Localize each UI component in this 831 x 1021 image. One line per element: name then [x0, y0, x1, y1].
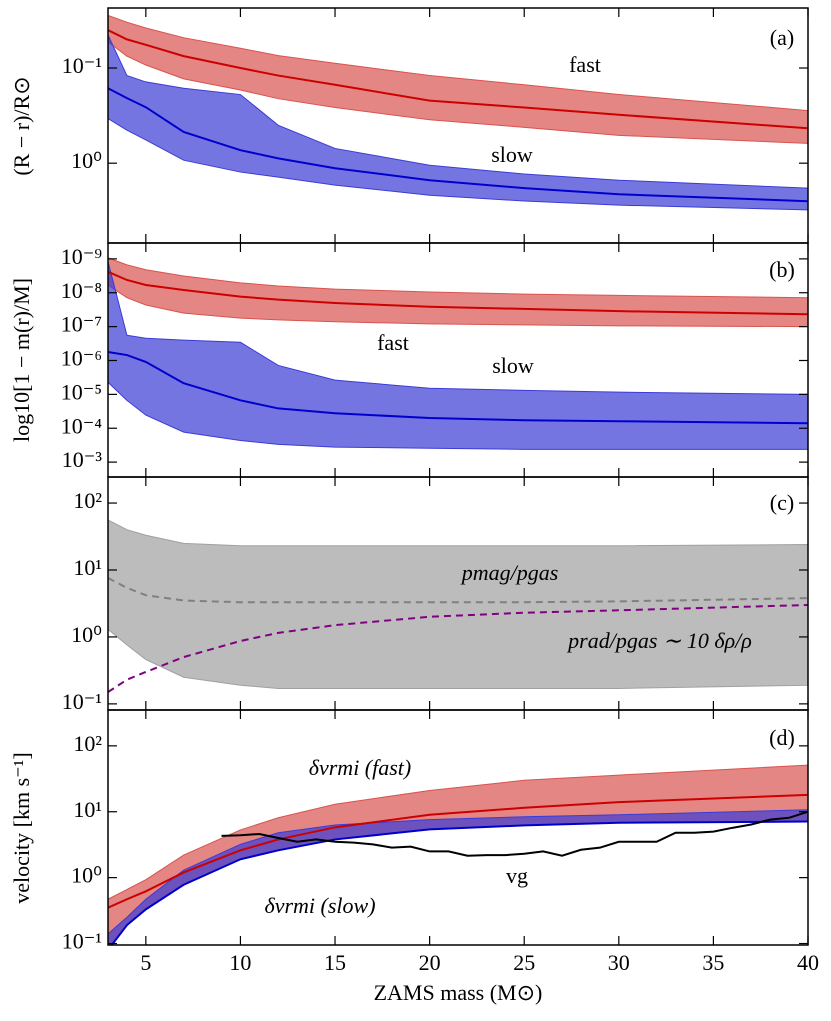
- y-tick-label: 10¹: [73, 797, 102, 822]
- panel-label: (c): [770, 490, 794, 515]
- y-tick-label: 10¹: [73, 555, 102, 580]
- x-tick-label: 15: [324, 950, 346, 975]
- series-label: δvrmi (fast): [309, 755, 412, 780]
- series-line: [108, 87, 808, 203]
- band: [108, 809, 808, 945]
- band: [108, 261, 808, 450]
- panel-label: (b): [769, 257, 795, 282]
- plot-area: [108, 14, 808, 211]
- y-tick-label: 10⁻⁹: [61, 244, 103, 269]
- series-label: δvrmi (slow): [264, 893, 375, 918]
- band: [108, 519, 808, 689]
- series-line: [221, 810, 808, 857]
- series-line: [108, 793, 808, 909]
- y-tick-label: 10⁻⁵: [61, 379, 102, 404]
- y-tick-label: 10⁻⁶: [61, 346, 102, 371]
- y-tick-label: 10⁰: [71, 622, 102, 647]
- x-tick-label: 40: [797, 950, 819, 975]
- series-line: [108, 270, 808, 316]
- series-label: prad/pgas ∼ 10 δρ/ρ: [566, 628, 752, 653]
- y-tick-label: 10⁻³: [62, 447, 103, 472]
- panel-label: (a): [770, 25, 794, 50]
- y-tick-label: 10²: [73, 731, 102, 756]
- y-tick-label: 10⁻⁸: [61, 278, 102, 303]
- x-tick-label: 25: [513, 950, 535, 975]
- x-tick-label: 5: [140, 950, 151, 975]
- series-line: [108, 350, 808, 425]
- y-tick-label: 10²: [73, 488, 102, 513]
- series-line: [110, 820, 808, 945]
- x-tick-label: 10: [229, 950, 251, 975]
- band: [108, 14, 808, 144]
- series-label: pmag/pgas: [460, 560, 559, 585]
- series-line: [108, 29, 808, 130]
- band: [108, 257, 808, 328]
- y-tick-label: 10⁻¹: [62, 689, 102, 714]
- y-tick-label: 10⁻⁷: [61, 312, 102, 337]
- y-axis-label: velocity [km s⁻¹]: [9, 752, 34, 903]
- x-axis-label: ZAMS mass (M⊙): [374, 980, 543, 1005]
- plot-area: [108, 257, 808, 450]
- series-label: vg: [506, 863, 528, 888]
- y-tick-label: 10⁻⁴: [61, 413, 103, 438]
- series-line: [108, 577, 808, 604]
- series-label: fast: [569, 52, 601, 77]
- series-label: slow: [491, 142, 533, 167]
- y-tick-label: 10⁻¹: [62, 929, 102, 954]
- y-axis-label: (R − r)/R⊙: [9, 76, 34, 175]
- plot-area: [108, 519, 808, 693]
- panel-frame: [107, 709, 809, 946]
- series-label: fast: [377, 330, 409, 355]
- series-label: slow: [492, 353, 534, 378]
- band: [108, 34, 808, 211]
- plot-area: [108, 764, 808, 945]
- x-tick-label: 30: [608, 950, 630, 975]
- y-tick-label: 10⁻¹: [62, 53, 102, 78]
- panel-label: (d): [769, 725, 795, 750]
- y-tick-label: 10⁰: [71, 148, 102, 173]
- x-tick-label: 20: [419, 950, 441, 975]
- y-axis-label: log10[1 − m(r)/M]: [9, 278, 34, 442]
- y-tick-label: 10⁰: [71, 863, 102, 888]
- series-line: [108, 603, 808, 693]
- x-tick-label: 35: [702, 950, 724, 975]
